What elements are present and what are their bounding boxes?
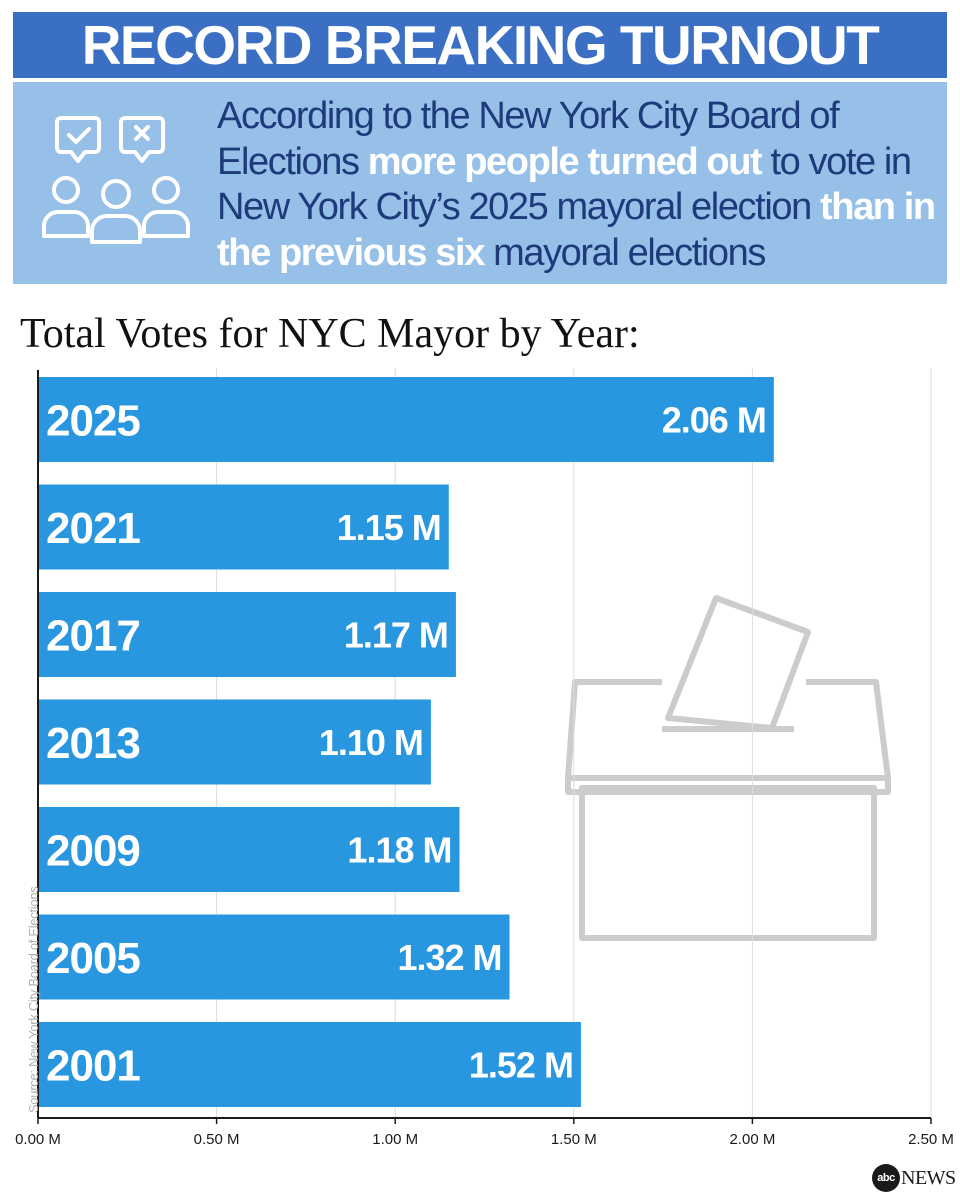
bar-value-label: 1.10 M	[319, 722, 423, 763]
bar-2017	[38, 592, 456, 677]
intro-segment: mayoral elections	[483, 231, 766, 274]
intro-segment: to vote in New York City’s 2025 mayoral …	[217, 140, 912, 229]
bar-value-label: 2.06 M	[662, 400, 766, 441]
bar-category-label: 2025	[46, 397, 140, 446]
x-tick-label: 1.50 M	[551, 1131, 597, 1148]
bar-2021	[38, 484, 449, 570]
bar-category-label: 2009	[46, 827, 140, 876]
chart-title: Total Votes for NYC Mayor by Year:	[20, 311, 640, 357]
intro-highlight: more people turned out	[367, 140, 763, 183]
bar-2001	[38, 1022, 581, 1107]
bar-2025	[38, 377, 774, 462]
abc-logo-mark: abc	[872, 1164, 900, 1192]
x-tick-label: 2.50 M	[908, 1131, 954, 1148]
headline-banner: RECORD BREAKING TURNOUT	[13, 12, 947, 78]
intro-panel: According to the New York City Board of …	[13, 82, 947, 284]
news-logo-word: NEWS	[901, 1166, 956, 1189]
bar-category-label: 2005	[46, 934, 140, 983]
intro-text: According to the New York City Board of …	[217, 94, 937, 276]
voting-people-icon	[42, 116, 190, 244]
bar-2009	[38, 807, 460, 892]
intro-highlight: than in the previous six	[217, 186, 936, 274]
bar-category-label: 2013	[46, 719, 140, 768]
bar-2005	[38, 914, 510, 1000]
bar-category-label: 2021	[46, 504, 140, 553]
bar-value-label: 1.17 M	[344, 615, 448, 656]
x-tick-label: 2.00 M	[729, 1131, 775, 1148]
bar-value-label: 1.18 M	[347, 830, 451, 871]
headline-title: RECORD BREAKING TURNOUT	[81, 14, 880, 76]
ballot-box-icon	[565, 595, 891, 941]
intro-segment: According to the New York City Board of …	[217, 95, 840, 183]
bar-value-label: 1.15 M	[337, 507, 441, 548]
x-tick-label: 1.00 M	[372, 1131, 418, 1148]
source-note: Source: New York City Board of Elections	[26, 886, 41, 1113]
bar-category-label: 2001	[46, 1042, 140, 1091]
abc-news-logo: abc NEWS	[872, 1163, 956, 1193]
bar-value-label: 1.32 M	[397, 937, 501, 978]
x-tick-label: 0.00 M	[15, 1131, 61, 1148]
bar-category-label: 2017	[46, 612, 140, 661]
x-tick-label: 0.50 M	[194, 1131, 240, 1148]
bar-value-label: 1.52 M	[469, 1045, 573, 1086]
bar-2013	[38, 699, 431, 785]
